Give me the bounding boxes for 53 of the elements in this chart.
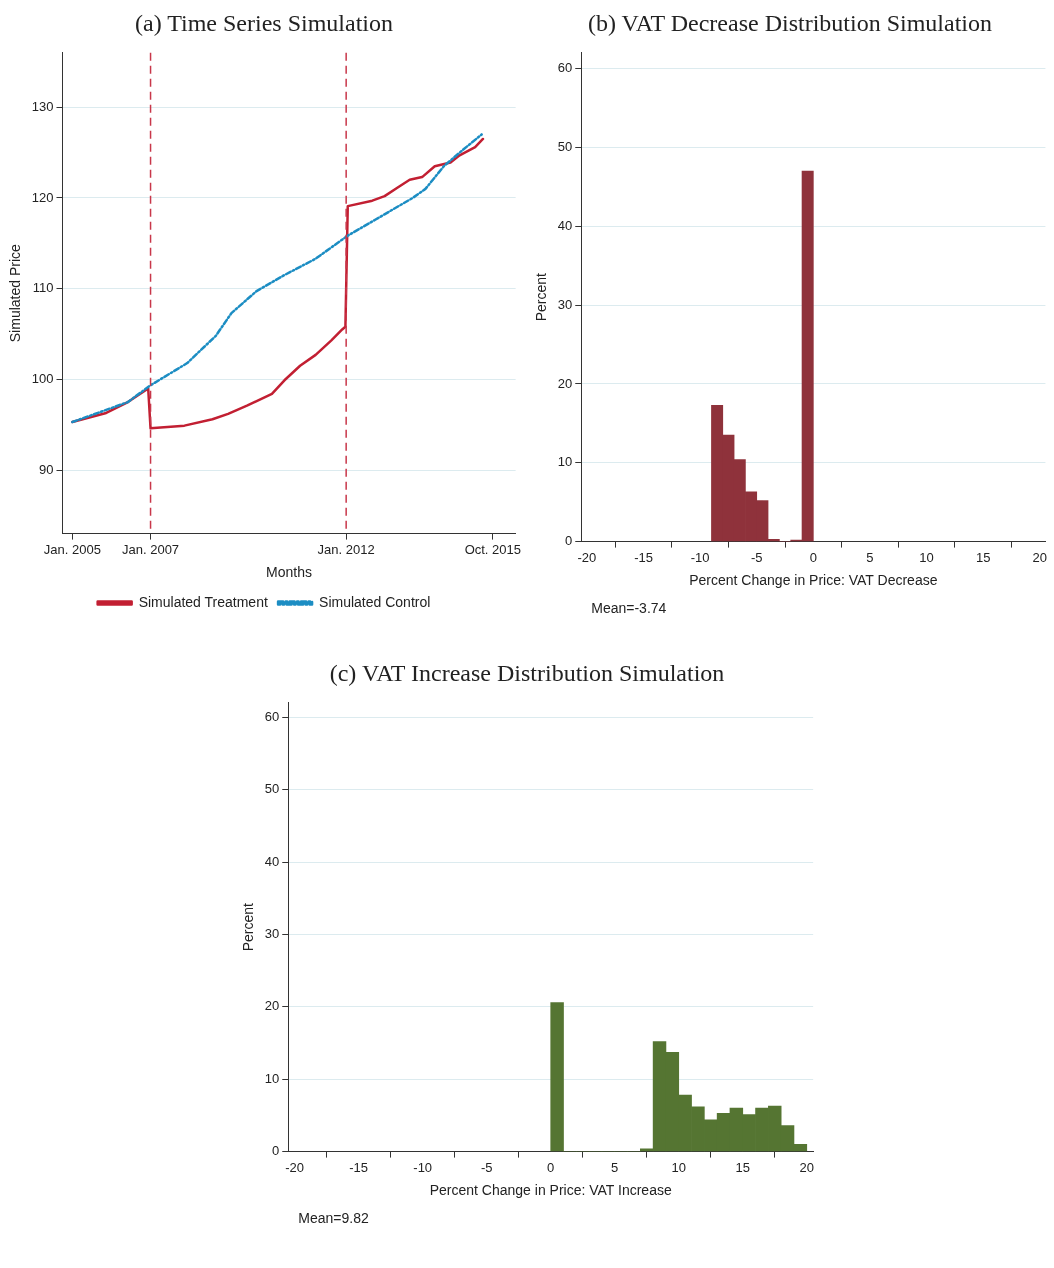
y-tick-label: 120 — [31, 189, 54, 205]
x-tick-label: 15 — [975, 549, 991, 565]
x-tick-label: 20 — [799, 1159, 814, 1175]
y-tick-label: 10 — [264, 1070, 280, 1086]
x-tick-label: 5 — [611, 1159, 619, 1175]
x-tick-label: -5 — [750, 549, 763, 565]
y-tick-label: 110 — [32, 280, 54, 296]
y-tick-label: 60 — [264, 708, 280, 724]
x-tick-label: 10 — [671, 1159, 686, 1175]
x-tick-label: Jan. 2012 — [317, 541, 375, 557]
y-tick-label: 0 — [272, 1143, 280, 1159]
y-tick-label: 40 — [557, 217, 573, 233]
x-tick-label: Jan. 2007 — [121, 541, 180, 557]
y-tick-label: 30 — [557, 296, 573, 312]
y-axis-title: Simulated Price — [7, 243, 24, 343]
y-tick-label: 130 — [31, 98, 54, 114]
x-tick-label: 0 — [547, 1159, 555, 1175]
legend-label: Simulated Treatment — [138, 593, 268, 610]
legend-label: Simulated Control — [319, 593, 431, 610]
chart-title: (a) Time Series Simulation — [135, 9, 393, 36]
y-tick-label: 90 — [39, 461, 54, 477]
chart-title: (b) VAT Decrease Distribution Simulation — [588, 9, 992, 36]
y-tick-label: 50 — [264, 781, 280, 797]
text: Mean=9.82 — [298, 1209, 369, 1226]
y-tick-label: 20 — [557, 375, 573, 391]
y-tick-label: 20 — [264, 998, 280, 1014]
x-tick-label: -10 — [690, 549, 710, 565]
x-tick-label: -20 — [285, 1159, 305, 1175]
y-axis-title: Percent — [240, 902, 257, 952]
x-axis-title: Percent Change in Price: VAT Decrease — [689, 572, 938, 589]
x-axis-title: Months — [266, 564, 313, 581]
chart-title: (c) VAT Increase Distribution Simulation — [329, 659, 725, 686]
y-axis-title: Percent — [533, 272, 550, 322]
x-tick-label: -5 — [480, 1159, 493, 1175]
y-tick-label: 10 — [557, 454, 573, 470]
x-tick-label: -10 — [413, 1159, 433, 1175]
x-tick-label: 15 — [735, 1159, 750, 1175]
x-axis-title: Percent Change in Price: VAT Increase — [429, 1182, 672, 1199]
x-tick-label: -20 — [577, 549, 597, 565]
x-tick-label: Oct. 2015 — [464, 541, 521, 557]
y-tick-label: 30 — [264, 926, 280, 942]
x-tick-label: 5 — [866, 549, 874, 565]
y-tick-label: 60 — [557, 60, 573, 76]
y-tick-label: 100 — [31, 370, 54, 386]
text: Mean=-3.74 — [591, 599, 667, 616]
y-tick-label: 50 — [557, 138, 573, 154]
x-tick-label: 0 — [809, 549, 817, 565]
y-tick-label: 40 — [264, 853, 280, 869]
x-tick-label: -15 — [634, 549, 653, 565]
x-tick-label: Jan. 2005 — [43, 541, 101, 557]
x-tick-label: 10 — [919, 549, 934, 565]
x-tick-label: 20 — [1032, 549, 1047, 565]
x-tick-label: -15 — [349, 1159, 369, 1175]
